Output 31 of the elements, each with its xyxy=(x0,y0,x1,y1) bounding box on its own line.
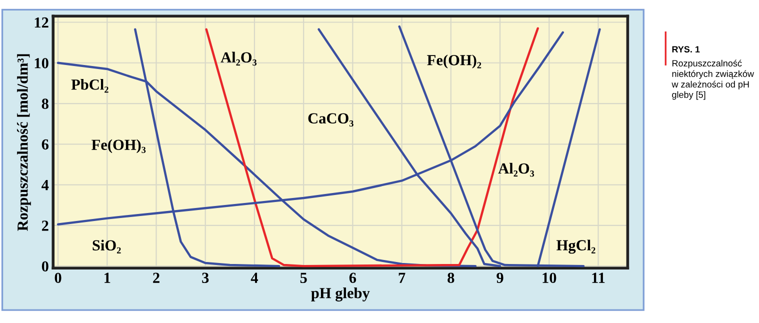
text: Rozpuszczalność niektórych związków w zależności od pH gleby [5] xyxy=(672,60,754,100)
y-tick-label: 10 xyxy=(34,58,48,68)
series-label: HgCl₂ xyxy=(556,240,596,254)
series-label: SiO₂ xyxy=(92,240,121,254)
x-tick-label: 2 xyxy=(153,272,160,283)
y-tick-label: 4 xyxy=(42,180,49,190)
x-tick-label: 8 xyxy=(448,272,454,284)
text: Al₂O₃ xyxy=(220,52,257,66)
x-tick-label: 3 xyxy=(202,272,209,284)
series-label: Fe(OH)₂ xyxy=(427,54,482,68)
y-tick-label: 2 xyxy=(42,220,48,231)
series-label: Fe(OH)₃ xyxy=(92,139,146,154)
text: RYS. 1 xyxy=(672,46,700,52)
x-tick-label: 7 xyxy=(398,272,406,283)
x-axis-title: pH gleby xyxy=(311,288,370,302)
x-tick-label: 9 xyxy=(496,272,504,284)
x-tick-label: 4 xyxy=(250,272,258,283)
x-tick-label: 1 xyxy=(104,272,110,283)
series-label: Al₂O₃ xyxy=(498,162,534,177)
x-tick-label: 6 xyxy=(349,272,356,284)
x-tick-label: 0 xyxy=(54,272,62,284)
y-tick-label: 6 xyxy=(42,139,49,150)
y-tick-label: 8 xyxy=(42,98,48,109)
x-tick-label: 10 xyxy=(542,272,556,284)
series-label: PbCl₂ xyxy=(71,79,108,93)
y-tick-label: 0 xyxy=(42,261,48,272)
series-label: CaCO₃ xyxy=(308,113,354,127)
y-axis-title: Rozpuszczalność [mol/dm³] xyxy=(17,54,31,231)
y-tick-label: 12 xyxy=(34,17,48,28)
x-tick-label: 11 xyxy=(592,272,605,283)
x-tick-label: 5 xyxy=(300,272,307,284)
